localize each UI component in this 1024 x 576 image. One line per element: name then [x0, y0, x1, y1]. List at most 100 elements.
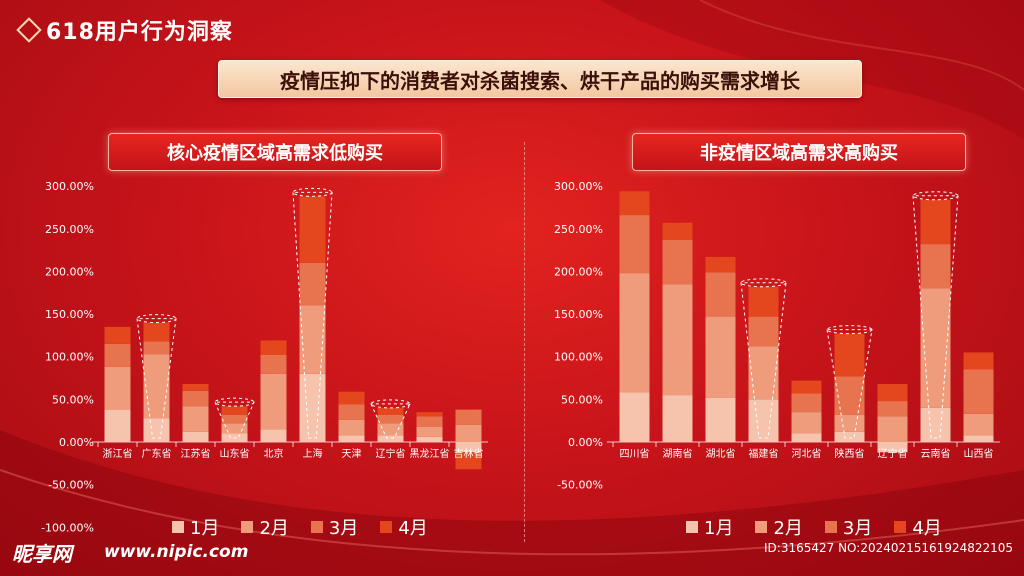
bar-segment-福建省-4月: [748, 286, 779, 317]
legend-item-3: 3月: [824, 514, 872, 540]
bar-segment-陕西省-4月: [834, 333, 865, 377]
page-title: 618用户行为洞察: [46, 20, 233, 45]
page-header: 618用户行为洞察: [16, 14, 233, 46]
x-tick-label: 湖南省: [663, 447, 693, 460]
bar-segment-吉林省-3月: [455, 409, 482, 425]
bar-segment-黑龙江省-1月: [416, 436, 443, 442]
legend-item-4: 4月: [380, 514, 428, 540]
bar-segment-山东省-4月: [221, 406, 248, 415]
y-tick-label: -50.00%: [48, 479, 94, 492]
bar-segment-河北省-3月: [791, 393, 822, 413]
bar-segment-浙江省-3月: [104, 343, 131, 367]
legend-swatch-3: [824, 521, 837, 533]
y-tick-label: 250.00%: [554, 223, 603, 236]
bar-segment-广东省-3月: [143, 341, 170, 355]
y-tick-label: -50.00%: [557, 479, 603, 492]
bar-segment-辽宁省-3月: [377, 414, 404, 424]
y-tick-label: 100.00%: [45, 351, 94, 364]
x-tick-label: 山东省: [220, 447, 250, 460]
bar-segment-浙江省-4月: [104, 326, 131, 344]
legend-item-2: 2月: [755, 514, 803, 540]
bar-segment-辽宁省-4月: [877, 383, 908, 402]
legend-swatch-4: [380, 521, 393, 533]
right-legend: 1月 2月 3月 4月: [686, 514, 942, 540]
bar-segment-四川省-3月: [619, 215, 650, 274]
y-tick-label: -100.00%: [41, 521, 94, 534]
x-tick-label: 广东省: [142, 447, 172, 460]
bar-segment-山东省-2月: [221, 423, 248, 434]
bar-segment-黑龙江省-3月: [416, 416, 443, 427]
panel-divider: [524, 142, 525, 542]
y-tick-label: 0.00%: [59, 436, 94, 449]
bar-segment-浙江省-1月: [104, 409, 131, 442]
x-tick-label: 天津: [342, 448, 362, 460]
bar-segment-河北省-1月: [791, 433, 822, 442]
x-tick-label: 吉林省: [454, 447, 484, 460]
highlight-cup-rim: [740, 278, 787, 288]
bar-segment-山西省-4月: [963, 352, 994, 370]
y-tick-label: 200.00%: [554, 265, 603, 278]
highlight-cup-rim: [292, 187, 333, 197]
bar-segment-陕西省-2月: [834, 414, 865, 432]
bar-segment-江苏省-1月: [182, 431, 209, 442]
left-chart-title: 核心疫情区域高需求低购买: [108, 133, 442, 171]
bar-segment-辽宁省-3月: [877, 401, 908, 417]
legend-label-4: 4月: [912, 518, 942, 539]
bar-segment-辽宁省-4月: [377, 407, 404, 415]
bar-segment-吉林省-1月: [455, 442, 482, 453]
bar-segment-江苏省-2月: [182, 406, 209, 432]
highlight-cup-outline: [740, 282, 787, 439]
highlight-cup-outline: [370, 403, 411, 439]
y-tick-label: 50.00%: [561, 393, 603, 406]
x-tick-label: 湖北省: [706, 447, 736, 460]
legend-label-2: 2月: [773, 518, 803, 539]
y-tick-label: 100.00%: [554, 351, 603, 364]
x-tick-label: 云南省: [921, 447, 951, 460]
x-tick-label: 北京: [264, 447, 284, 460]
bar-segment-广东省-1月: [143, 418, 170, 442]
bar-segment-河北省-4月: [791, 380, 822, 394]
legend-label-4: 4月: [398, 518, 428, 539]
legend-label-2: 2月: [259, 518, 289, 539]
legend-swatch-4: [894, 521, 907, 533]
x-tick-label: 山西省: [964, 447, 994, 460]
x-tick-label: 福建省: [749, 447, 779, 460]
legend-label-1: 1月: [190, 518, 220, 539]
legend-swatch-1: [686, 521, 698, 533]
bar-segment-湖南省-1月: [662, 395, 693, 442]
bar-segment-云南省-4月: [920, 199, 951, 245]
highlight-cup-rim: [214, 397, 255, 407]
legend-swatch-2: [755, 521, 768, 533]
bar-segment-福建省-3月: [748, 316, 779, 347]
bar-segment-黑龙江省-4月: [416, 412, 443, 417]
left-legend: 1月 2月 3月 4月: [172, 514, 428, 540]
legend-item-4: 4月: [894, 514, 942, 540]
bar-segment-湖南省-3月: [662, 239, 693, 285]
legend-label-1: 1月: [704, 518, 734, 539]
bar-segment-辽宁省-2月: [877, 416, 908, 442]
x-tick-label: 辽宁省: [376, 447, 406, 460]
y-tick-label: 150.00%: [45, 308, 94, 321]
bar-segment-上海-3月: [299, 262, 326, 306]
bar-segment-陕西省-1月: [834, 431, 865, 442]
highlight-cup-outline: [136, 318, 177, 439]
bar-segment-湖北省-1月: [705, 397, 736, 442]
bar-segment-北京-2月: [260, 373, 287, 430]
y-tick-label: 300.00%: [45, 180, 94, 193]
bar-segment-湖北省-3月: [705, 272, 736, 317]
x-tick-label: 四川省: [620, 447, 650, 460]
bar-segment-北京-4月: [260, 340, 287, 355]
bar-segment-四川省-1月: [619, 392, 650, 442]
legend-label-3: 3月: [328, 518, 359, 539]
bar-segment-辽宁省-1月: [877, 442, 908, 453]
bar-segment-湖南省-2月: [662, 284, 693, 396]
bar-segment-广东省-2月: [143, 354, 170, 419]
footer-id: ID:3165427 NO:20240215161924822105: [764, 541, 1014, 555]
y-tick-label: 250.00%: [45, 223, 94, 236]
bar-segment-天津-4月: [338, 391, 365, 405]
legend-swatch-3: [310, 521, 323, 533]
bar-segment-北京-3月: [260, 354, 287, 374]
bar-segment-广东省-4月: [143, 322, 170, 342]
subtitle-banner: 疫情压抑下的消费者对杀菌搜索、烘干产品的购买需求增长: [218, 60, 862, 98]
